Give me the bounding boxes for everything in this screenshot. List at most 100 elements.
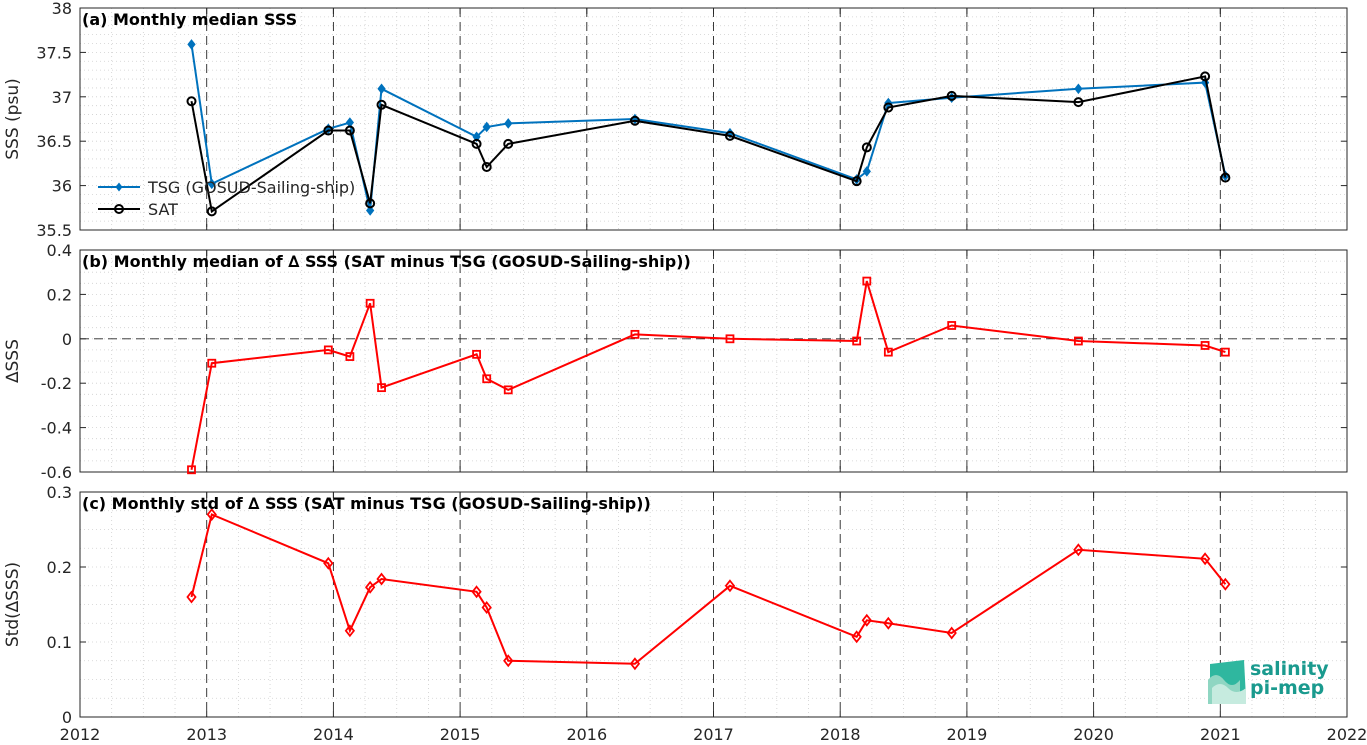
- data-point: [376, 572, 387, 586]
- data-point: [482, 374, 492, 384]
- data-point: [206, 508, 217, 521]
- data-point: [345, 352, 355, 361]
- legend-label: SAT: [148, 200, 178, 219]
- data-point: [1220, 577, 1231, 591]
- data-point: [472, 349, 481, 359]
- data-point: [472, 131, 481, 143]
- x-tick-label: 2020: [1073, 725, 1114, 744]
- series-line-1: [190, 280, 1226, 470]
- y-tick-label: 0.3: [47, 483, 72, 502]
- panel-3: 0 0.1 0.2 0.3 2012 2013 2014 2015 2016 2017 2018 20…: [3, 483, 1367, 744]
- data-point: [344, 624, 356, 638]
- data-point: [630, 329, 640, 339]
- data-point: [947, 321, 957, 330]
- x-tick-label: 2016: [566, 725, 607, 744]
- x-tick-label: 2017: [693, 725, 734, 744]
- data-point: [1220, 347, 1230, 357]
- y-tick-label: 37: [52, 88, 72, 107]
- x-tick-label: 2014: [313, 725, 354, 744]
- y-tick-label: 36: [52, 177, 72, 196]
- y-tick-label: -0.4: [41, 419, 72, 438]
- data-point: [1073, 97, 1084, 108]
- data-point: [1073, 543, 1084, 557]
- x-tick-label: 2022: [1327, 725, 1367, 744]
- data-point: [1200, 341, 1210, 350]
- data-point: [724, 579, 736, 593]
- logo-text-pi-mep: pi-mep: [1250, 677, 1325, 699]
- data-point: [207, 358, 217, 368]
- data-point: [365, 298, 375, 308]
- data-point: [629, 657, 641, 671]
- x-tick-label: 2012: [60, 725, 101, 744]
- y-tick-label: 0.2: [47, 285, 72, 304]
- data-point: [344, 125, 355, 136]
- y-tick-label: 0.4: [47, 241, 72, 260]
- data-point: [724, 130, 735, 141]
- x-tick-label: 2018: [820, 725, 861, 744]
- y-tick-label: -0.2: [41, 374, 72, 393]
- data-point: [725, 334, 735, 344]
- data-point: [323, 125, 334, 136]
- y-tick-label: 0.2: [47, 558, 72, 577]
- data-point: [946, 626, 957, 640]
- y-tick-label: 35.5: [36, 221, 72, 240]
- data-point: [852, 336, 862, 346]
- data-point: [481, 161, 492, 172]
- panel-2: -0.6 -0.4 -0.2 0 0.2 0.4 ∆SSS (b) Monthly media…: [3, 241, 1348, 482]
- series-line-1: [190, 513, 1227, 665]
- data-point: [207, 178, 216, 190]
- logo-wave-icon: [1208, 660, 1246, 704]
- data-point: [1074, 83, 1083, 95]
- data-point: [186, 96, 197, 107]
- data-point: [364, 580, 376, 594]
- data-point: [377, 383, 386, 393]
- logo-text-salinity: salinity: [1250, 658, 1329, 680]
- data-point: [377, 83, 386, 95]
- data-point: [1199, 552, 1211, 566]
- legend-marker: [114, 204, 124, 214]
- panel-1: 35.5 36 36.5 37 37.5 38 SSS (psu) (a) Monthly m…: [3, 0, 1348, 240]
- x-tick-label: 2021: [1200, 725, 1241, 744]
- data-point: [187, 465, 196, 475]
- panel-title: (a) Monthly median SSS: [82, 10, 297, 29]
- y-tick-label: -0.6: [41, 463, 72, 482]
- data-point: [323, 345, 333, 355]
- data-point: [503, 138, 514, 149]
- data-point: [471, 138, 482, 149]
- data-point: [471, 585, 482, 599]
- data-point: [861, 613, 872, 627]
- salinity-pi-mep-logo: salinity pi-mep: [1206, 658, 1336, 706]
- legend-marker: [115, 182, 123, 192]
- data-point: [504, 118, 513, 129]
- x-tick-label: 2015: [440, 725, 481, 744]
- data-point: [482, 121, 491, 133]
- x-tick-label: 2019: [947, 725, 988, 744]
- data-point: [503, 654, 514, 668]
- data-point: [883, 616, 894, 630]
- data-point: [946, 90, 957, 101]
- y-tick-label: 37.5: [36, 43, 72, 62]
- data-point: [629, 115, 640, 126]
- data-point: [186, 590, 197, 604]
- data-point: [1073, 336, 1083, 346]
- data-point: [323, 556, 334, 570]
- y-tick-label: 0: [62, 330, 72, 349]
- data-point: [366, 205, 375, 216]
- data-point: [883, 347, 893, 357]
- data-point: [851, 176, 862, 187]
- legend-label: TSG (GOSUD-Sailing-ship): [147, 178, 355, 197]
- y-tick-label: 36.5: [36, 132, 72, 151]
- data-point: [862, 276, 872, 286]
- data-point: [187, 39, 196, 50]
- legend: TSG (GOSUD-Sailing-ship) SAT: [98, 178, 355, 219]
- y-axis-label: ∆SSS: [3, 339, 23, 384]
- y-axis-label: Std(∆SSS): [3, 562, 23, 647]
- data-point: [206, 206, 217, 217]
- data-point: [503, 385, 513, 395]
- panel-title: (c) Monthly std of ∆ SSS (SAT minus TSG …: [82, 494, 651, 513]
- data-point: [365, 198, 376, 209]
- data-point: [883, 102, 894, 113]
- data-point: [861, 142, 872, 153]
- data-point: [1220, 172, 1231, 183]
